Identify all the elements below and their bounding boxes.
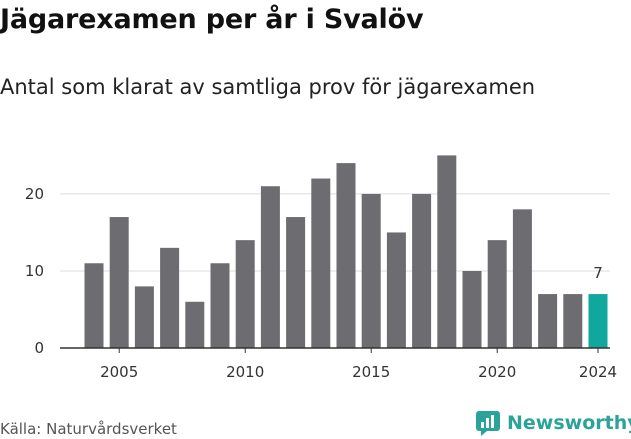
- bar: [235, 240, 255, 348]
- bar: [462, 270, 482, 348]
- y-tick-label: 0: [34, 339, 44, 357]
- bar: [512, 209, 532, 348]
- x-tick-label: 2005: [100, 363, 138, 381]
- x-tick-label: 2010: [226, 363, 264, 381]
- chart-title: Jägarexamen per år i Svalöv: [0, 4, 424, 35]
- bar: [109, 217, 129, 348]
- brand-logo: Newsworthy: [475, 408, 631, 438]
- brand-name: Newsworthy: [507, 412, 631, 434]
- bar: [487, 240, 507, 348]
- bar: [563, 294, 583, 348]
- bar: [160, 247, 180, 348]
- bar: [286, 217, 306, 348]
- newsworthy-logo-icon: [476, 411, 500, 436]
- x-tick-label: 2015: [352, 363, 390, 381]
- data-label: 7: [593, 264, 603, 282]
- bar: [588, 294, 608, 348]
- y-tick-label: 20: [25, 185, 44, 203]
- bar: [311, 178, 331, 348]
- bar: [185, 301, 205, 348]
- bar: [361, 193, 381, 348]
- bar: [260, 186, 280, 348]
- chart-subtitle: Antal som klarat av samtliga prov för jä…: [0, 75, 536, 99]
- bar: [538, 294, 558, 348]
- bar: [84, 263, 104, 348]
- bar: [412, 193, 432, 348]
- bar: [437, 155, 457, 348]
- x-tick-label: 2024: [579, 363, 617, 381]
- bar: [210, 263, 230, 348]
- y-tick-label: 10: [25, 262, 44, 280]
- bar: [134, 286, 154, 348]
- bar: [336, 163, 356, 348]
- bar: [386, 232, 406, 348]
- source-note: Källa: Naturvårdsverket: [0, 420, 177, 438]
- bar-chart: 0 10 20 7 2005 2010 2015 2020 2024: [25, 155, 617, 381]
- x-tick-label: 2020: [478, 363, 516, 381]
